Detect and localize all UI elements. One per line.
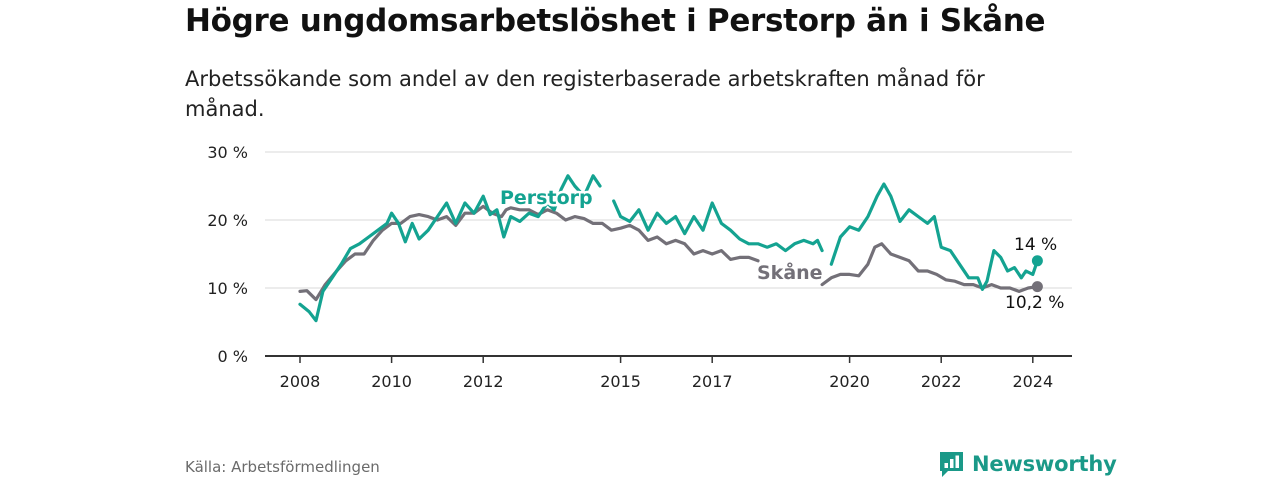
- x-tick-label: 2024: [1012, 372, 1053, 391]
- end-point-perstorp: [1031, 255, 1043, 267]
- y-tick-label: 20 %: [207, 211, 248, 230]
- series-lines: [298, 174, 1043, 323]
- x-tick-label: 2022: [921, 372, 962, 391]
- newsworthy-logo: Newsworthy: [938, 449, 1117, 479]
- series-line-perstorp: [298, 174, 602, 323]
- y-tick-label: 10 %: [207, 279, 248, 298]
- newsworthy-icon: [940, 452, 963, 477]
- series-labels: Perstorp Skåne 14 % 10,2 %: [498, 185, 1065, 314]
- series-label-skane: Skåne: [757, 260, 823, 284]
- y-axis-ticks: 0 % 10 % 20 % 30 %: [207, 143, 248, 366]
- x-tick-label: 2012: [463, 372, 504, 391]
- x-tick-label: 2017: [692, 372, 733, 391]
- line-chart: 0 % 10 % 20 % 30 % 2008 2010 2012 2015 2017 2020…: [207, 143, 1072, 391]
- y-tick-label: 0 %: [218, 347, 248, 366]
- series-line-skane: [298, 204, 760, 302]
- x-tick-label: 2008: [280, 372, 321, 391]
- x-tick-label: 2015: [600, 372, 641, 391]
- end-point-skane: [1031, 281, 1043, 293]
- x-tick-label: 2010: [371, 372, 412, 391]
- brand-name: Newsworthy: [972, 452, 1117, 476]
- chart-title: Högre ungdomsarbetslöshet i Perstorp än …: [185, 3, 1046, 39]
- x-axis-ticks: 2008 2010 2012 2015 2017 2020 2022 2024: [280, 356, 1053, 391]
- end-value-skane: 10,2 %: [1005, 293, 1064, 313]
- y-tick-label: 30 %: [207, 143, 248, 162]
- source-note: Källa: Arbetsförmedlingen: [185, 458, 380, 476]
- series-line-skane: [820, 242, 1039, 293]
- series-label-perstorp: Perstorp: [500, 187, 593, 209]
- series-line-perstorp: [829, 182, 1039, 291]
- chart-subtitle: Arbetssökande som andel av den registerb…: [185, 67, 985, 121]
- x-tick-label: 2020: [829, 372, 870, 391]
- end-value-perstorp: 14 %: [1014, 235, 1057, 255]
- series-line-perstorp: [612, 199, 824, 253]
